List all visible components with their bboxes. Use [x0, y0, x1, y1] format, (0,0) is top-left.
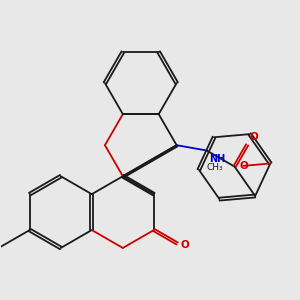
Text: O: O: [181, 240, 190, 250]
Text: NH: NH: [209, 154, 226, 164]
Text: O: O: [239, 161, 248, 171]
Text: CH₃: CH₃: [206, 163, 223, 172]
Text: O: O: [249, 132, 258, 142]
